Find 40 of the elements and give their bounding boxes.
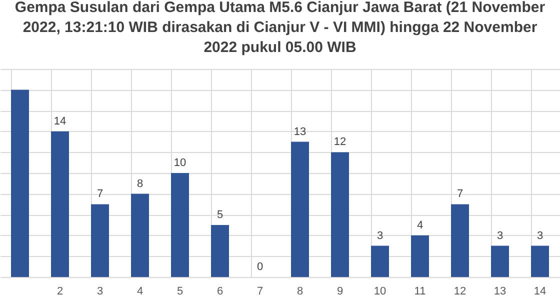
data-label: 7 xyxy=(456,188,464,200)
bar xyxy=(331,152,349,277)
data-label: 10 xyxy=(174,157,186,169)
x-tick-label: 3 xyxy=(96,286,104,298)
bar xyxy=(451,204,469,277)
bar xyxy=(411,235,429,277)
x-tick-label: 12 xyxy=(454,286,466,298)
bar xyxy=(51,131,69,277)
data-label: 7 xyxy=(96,188,104,200)
data-label: 8 xyxy=(136,178,144,190)
x-tick-label: 7 xyxy=(256,286,264,298)
data-label: 4 xyxy=(416,219,424,232)
x-tick-label: 9 xyxy=(336,286,344,298)
x-tick-label: 10 xyxy=(374,286,386,298)
x-tick-label: 11 xyxy=(414,286,426,298)
bar xyxy=(171,173,189,277)
chart-title: Gempa Susulan dari Gempa Utama M5.6 Cianjur Jawa Barat (21 November 2022, 13:21:10 WIB dirasakan di Cianjur V - VI MMI) hingga 22 November 2022 pukul 05.00 WIB xyxy=(14,0,546,56)
x-tick-label: 14 xyxy=(534,286,546,298)
data-label: 12 xyxy=(334,136,346,148)
data-label: 5 xyxy=(216,209,224,221)
bar xyxy=(91,204,109,277)
data-label: 3 xyxy=(496,230,504,242)
bar xyxy=(371,246,389,277)
x-tick-label: 2 xyxy=(56,286,64,298)
x-tick-label: 8 xyxy=(296,286,304,298)
data-label: 3 xyxy=(376,230,384,242)
x-tick-label: 6 xyxy=(216,286,224,298)
data-label: 13 xyxy=(294,126,306,138)
data-label: 3 xyxy=(536,230,544,242)
x-tick-label: 13 xyxy=(494,286,506,298)
bar xyxy=(211,225,229,277)
bar xyxy=(131,194,149,277)
bar xyxy=(291,142,309,277)
x-tick-label: 4 xyxy=(136,286,144,298)
bar xyxy=(491,246,509,277)
bar xyxy=(11,90,29,277)
data-label: 14 xyxy=(54,115,66,128)
x-tick-label: 5 xyxy=(176,286,184,298)
data-label: 0 xyxy=(256,261,264,273)
bar xyxy=(531,246,549,277)
